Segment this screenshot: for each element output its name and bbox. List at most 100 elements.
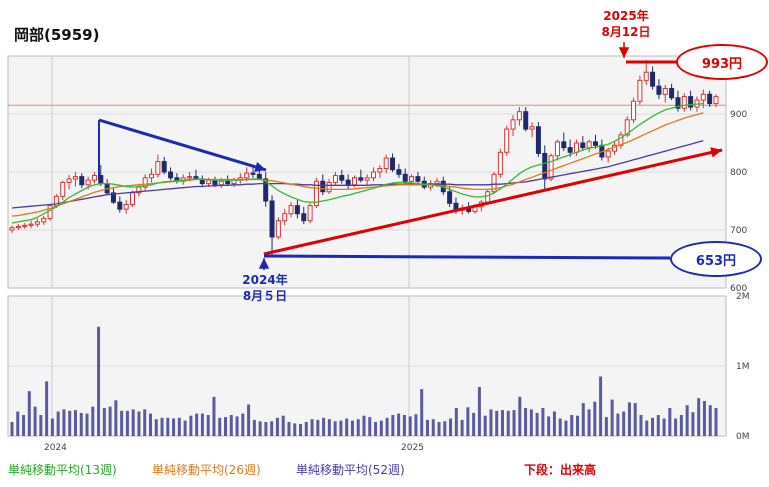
page-title: 岡部(5959) <box>14 26 100 44</box>
volume-bar <box>385 417 389 436</box>
candle <box>510 115 516 137</box>
high-date-year: 2025年 <box>603 9 649 23</box>
candle-body <box>669 87 675 99</box>
low-date-year: 2024年 <box>242 273 288 287</box>
volume-bar <box>85 413 89 436</box>
volume-bar <box>50 418 54 436</box>
volume-bar <box>483 415 487 436</box>
candle-body <box>554 141 560 157</box>
volume-bar <box>327 419 331 436</box>
volume-bar <box>708 405 712 436</box>
volume-bar <box>651 417 655 436</box>
volume-bar <box>500 410 504 436</box>
volume-bar <box>27 391 31 436</box>
candle <box>377 165 383 178</box>
candle-body <box>123 203 129 210</box>
candle-body <box>269 200 275 238</box>
candle <box>288 202 294 218</box>
volume-bar <box>189 415 193 436</box>
volume-bar <box>391 415 395 436</box>
candle <box>561 132 567 152</box>
candle-body <box>225 180 231 185</box>
volume-bar <box>633 403 637 436</box>
candle-body <box>390 157 396 171</box>
volume-bar <box>489 409 493 436</box>
candle <box>637 75 643 105</box>
candle-body <box>592 141 598 146</box>
candle <box>155 154 161 178</box>
volume-bar <box>668 408 672 436</box>
red-uptrend-arrow-head <box>710 147 722 158</box>
low-date-pointer-head <box>258 258 270 269</box>
candle <box>47 203 53 221</box>
volume-bar <box>114 400 118 436</box>
candle-body <box>510 119 516 130</box>
volume-bar <box>547 416 551 436</box>
candle <box>307 203 313 224</box>
candle-body <box>218 180 224 186</box>
candle <box>707 90 713 108</box>
candle-body <box>377 168 383 173</box>
candle <box>662 85 668 103</box>
volume-tick-label: 2M <box>736 292 750 302</box>
candle-body <box>168 171 174 179</box>
candle-body <box>637 79 643 102</box>
candle-body <box>516 111 522 121</box>
volume-bar <box>674 418 678 436</box>
volume-bar <box>362 415 366 436</box>
candle-body <box>85 179 91 186</box>
candle <box>402 168 408 184</box>
low-date-day: 8月５日 <box>242 289 288 303</box>
volume-bar <box>524 408 528 436</box>
volume-bar <box>125 410 129 436</box>
candle-body <box>504 128 510 153</box>
volume-bar <box>200 413 204 436</box>
volume-bar <box>639 415 643 436</box>
red-uptrend-arrow-shaft <box>263 148 723 256</box>
candle <box>516 107 522 126</box>
candle <box>390 153 396 172</box>
candle-body <box>580 142 586 149</box>
candle <box>168 167 174 181</box>
candle-body <box>326 181 332 193</box>
candle <box>713 94 719 108</box>
blue-downtrend-arrow-shaft <box>98 118 267 172</box>
volume-bar <box>714 408 718 436</box>
volume-bar <box>206 415 210 436</box>
candle-body <box>66 178 72 183</box>
candle-body <box>79 176 85 186</box>
candle-body <box>415 176 421 182</box>
candle <box>364 174 370 186</box>
candle <box>535 122 541 157</box>
candle-body <box>15 226 21 229</box>
candle-body <box>586 141 592 149</box>
volume-bar <box>148 413 152 436</box>
candle <box>282 209 288 226</box>
candle-body <box>434 180 440 185</box>
low-value-line <box>263 254 671 260</box>
volume-bar <box>270 421 274 436</box>
volume-bar <box>252 419 256 436</box>
candle-body <box>149 173 155 179</box>
candle-body <box>275 220 281 238</box>
candle-body <box>263 178 269 202</box>
candle-body <box>345 179 351 186</box>
candle-body <box>624 119 630 136</box>
volume-bar <box>45 381 49 436</box>
candle <box>332 172 338 186</box>
price-tick-label: 700 <box>730 226 747 236</box>
price-tick-label: 900 <box>730 110 747 120</box>
candle-body <box>402 173 408 182</box>
volume-bar <box>16 411 20 436</box>
volume-bar <box>604 417 608 436</box>
volume-bar <box>356 419 360 436</box>
volume-panel: 2024 2025 0M 1M 2M <box>7 292 750 453</box>
volume-bar <box>304 422 308 436</box>
volume-bar <box>172 418 176 436</box>
candle <box>161 156 167 175</box>
volume-bar <box>610 399 614 436</box>
candle <box>294 199 300 219</box>
volume-bar <box>316 419 320 436</box>
candle-body <box>535 126 541 154</box>
volume-bar <box>512 410 516 436</box>
